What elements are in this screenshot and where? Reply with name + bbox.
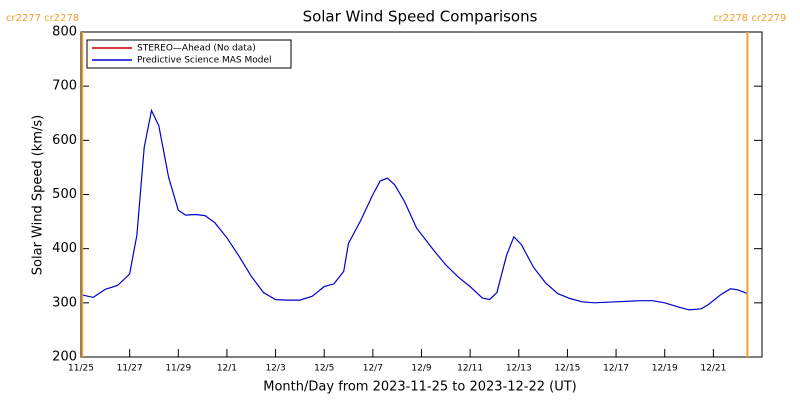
y-axis-label: Solar Wind Speed (km/s) [31,115,46,275]
legend-label: Predictive Science MAS Model [137,56,272,66]
legend-label: STEREO—Ahead (No data) [137,44,256,54]
y-tick-label: 700 [52,79,77,94]
x-tick-label: 12/15 [554,364,580,374]
x-axis-label: Month/Day from 2023-11-25 to 2023-12-22 … [263,380,576,395]
y-tick-label: 500 [52,187,77,202]
x-tick-label: 12/21 [700,364,726,374]
x-tick-label: 12/9 [411,364,431,374]
carrington-label: cr2278 cr2279 [713,13,786,24]
x-tick-label: 12/11 [457,364,483,374]
x-tick-label: 12/13 [506,364,532,374]
y-tick-label: 400 [52,241,77,256]
y-tick-label: 600 [52,133,77,148]
x-tick-label: 11/25 [68,364,94,374]
data-line [80,108,748,311]
x-tick-label: 12/3 [265,364,285,374]
x-tick-label: 12/7 [363,364,383,374]
y-tick-label: 300 [52,295,77,310]
y-tick-label: 200 [52,350,77,365]
carrington-label: cr2277 cr2278 [6,13,79,24]
x-tick-label: 12/19 [652,364,678,374]
x-tick-label: 11/29 [165,364,191,374]
x-tick-label: 11/27 [117,364,143,374]
legend-box [86,39,292,69]
x-tick-label: 12/1 [217,364,237,374]
x-tick-label: 12/17 [603,364,629,374]
x-tick-label: 12/5 [314,364,334,374]
chart-title: Solar Wind Speed Comparisons [303,8,538,26]
y-tick-label: 800 [52,25,77,40]
